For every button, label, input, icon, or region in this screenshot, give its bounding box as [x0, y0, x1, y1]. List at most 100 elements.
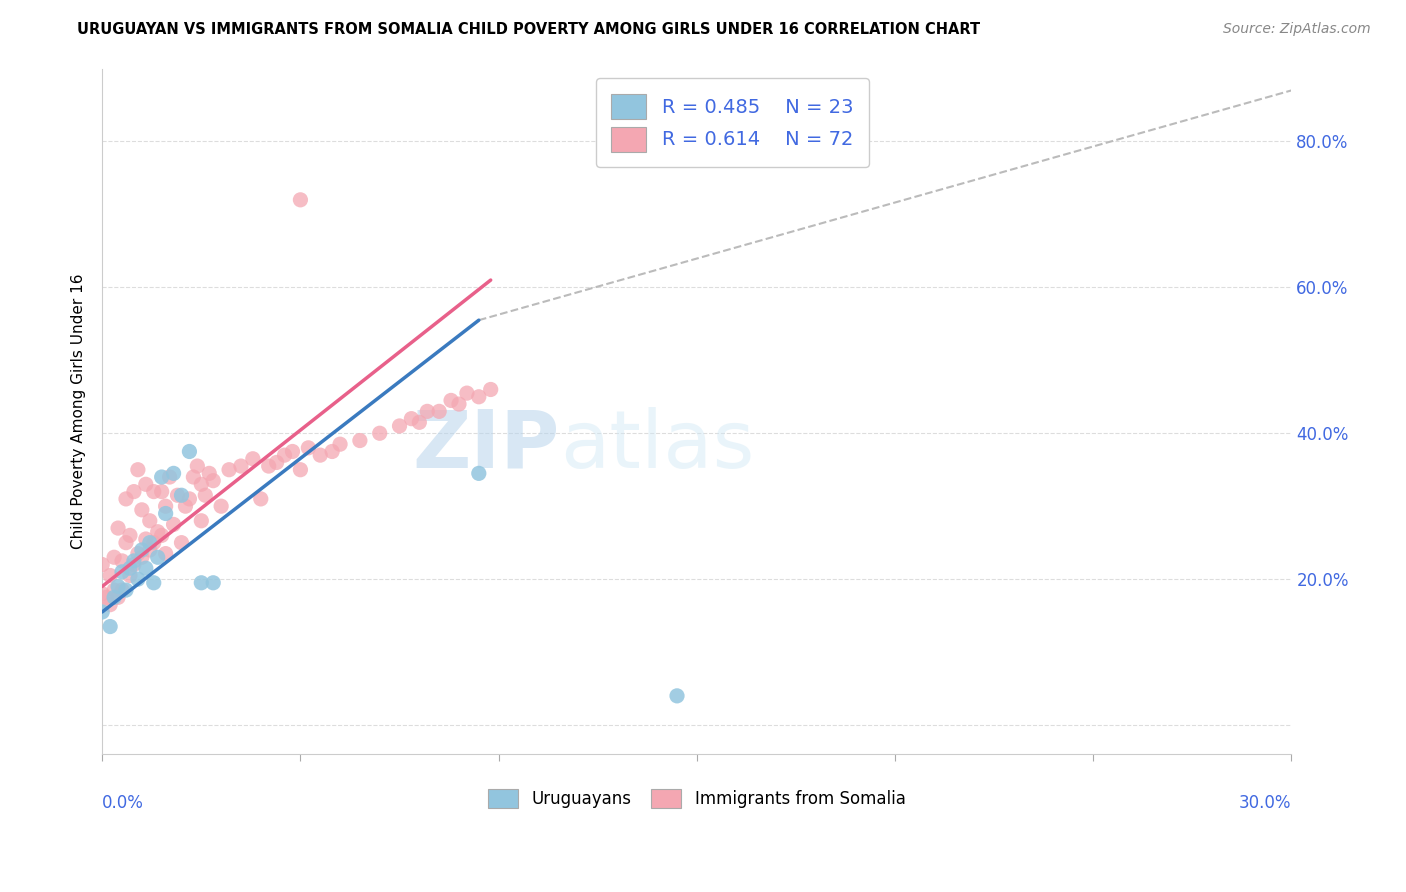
Point	[139, 543, 162, 558]
Point	[440, 393, 463, 408]
Point	[131, 543, 153, 558]
Point	[98, 568, 121, 582]
Point	[103, 583, 125, 598]
Point	[122, 558, 145, 572]
Point	[103, 550, 125, 565]
Point	[131, 550, 153, 565]
Point	[349, 434, 371, 448]
Point	[111, 583, 134, 598]
Point	[202, 474, 225, 488]
Text: Source: ZipAtlas.com: Source: ZipAtlas.com	[1223, 22, 1371, 37]
Point	[190, 514, 212, 528]
Point	[281, 444, 304, 458]
Point	[179, 444, 201, 458]
Point	[166, 488, 188, 502]
Point	[290, 193, 312, 207]
Point	[273, 448, 295, 462]
Point	[127, 547, 149, 561]
Point	[150, 484, 173, 499]
Point	[111, 565, 134, 579]
Point	[150, 528, 173, 542]
Point	[162, 517, 184, 532]
Point	[468, 390, 491, 404]
Text: 30.0%: 30.0%	[1239, 795, 1292, 813]
Point	[309, 448, 332, 462]
Point	[142, 484, 165, 499]
Point	[122, 554, 145, 568]
Point	[297, 441, 319, 455]
Point	[91, 558, 114, 572]
Point	[107, 521, 129, 535]
Point	[218, 463, 240, 477]
Point	[170, 488, 193, 502]
Point	[122, 484, 145, 499]
Point	[135, 561, 157, 575]
Point	[139, 535, 162, 549]
Legend: Uruguayans, Immigrants from Somalia: Uruguayans, Immigrants from Somalia	[481, 782, 912, 814]
Point	[155, 499, 177, 513]
Point	[118, 561, 141, 575]
Point	[290, 463, 312, 477]
Point	[186, 459, 208, 474]
Point	[416, 404, 439, 418]
Point	[427, 404, 450, 418]
Point	[229, 459, 252, 474]
Point	[170, 535, 193, 549]
Point	[388, 419, 411, 434]
Point	[142, 535, 165, 549]
Point	[666, 689, 689, 703]
Text: URUGUAYAN VS IMMIGRANTS FROM SOMALIA CHILD POVERTY AMONG GIRLS UNDER 16 CORRELAT: URUGUAYAN VS IMMIGRANTS FROM SOMALIA CHI…	[77, 22, 980, 37]
Text: ZIP: ZIP	[413, 407, 560, 484]
Point	[479, 383, 502, 397]
Point	[115, 491, 138, 506]
Point	[179, 491, 201, 506]
Point	[321, 444, 343, 458]
Point	[194, 488, 217, 502]
Point	[266, 455, 288, 469]
Point	[162, 467, 184, 481]
Point	[329, 437, 352, 451]
Text: 0.0%: 0.0%	[103, 795, 143, 813]
Point	[209, 499, 232, 513]
Point	[447, 397, 470, 411]
Point	[135, 532, 157, 546]
Text: atlas: atlas	[560, 407, 755, 484]
Point	[115, 535, 138, 549]
Point	[91, 605, 114, 619]
Point	[103, 591, 125, 605]
Point	[249, 491, 271, 506]
Point	[202, 575, 225, 590]
Point	[257, 459, 280, 474]
Point	[98, 619, 121, 633]
Point	[127, 572, 149, 586]
Point	[142, 575, 165, 590]
Point	[146, 550, 169, 565]
Point	[159, 470, 181, 484]
Point	[155, 507, 177, 521]
Point	[150, 470, 173, 484]
Point	[198, 467, 221, 481]
Point	[242, 451, 264, 466]
Point	[155, 547, 177, 561]
Point	[107, 591, 129, 605]
Point	[98, 598, 121, 612]
Point	[115, 583, 138, 598]
Point	[401, 411, 423, 425]
Point	[190, 575, 212, 590]
Point	[107, 579, 129, 593]
Point	[118, 528, 141, 542]
Point	[96, 591, 118, 605]
Point	[468, 467, 491, 481]
Point	[368, 426, 391, 441]
Point	[131, 503, 153, 517]
Y-axis label: Child Poverty Among Girls Under 16: Child Poverty Among Girls Under 16	[72, 274, 86, 549]
Point	[146, 524, 169, 539]
Point	[456, 386, 478, 401]
Point	[118, 568, 141, 582]
Point	[127, 463, 149, 477]
Point	[139, 514, 162, 528]
Point	[174, 499, 197, 513]
Point	[183, 470, 205, 484]
Point	[135, 477, 157, 491]
Point	[408, 415, 430, 429]
